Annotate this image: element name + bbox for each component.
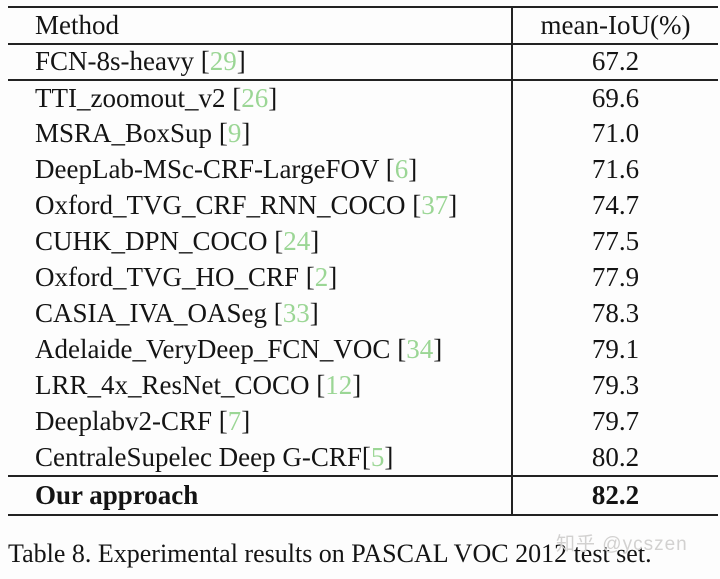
citation-ref: 7 [227,406,242,437]
citation-ref: 29 [209,46,237,77]
citation-ref: 33 [282,298,310,329]
table-row: Adelaide_VeryDeep_FCN_VOC [34] 79.1 [8,332,718,368]
table-row: LRR_4x_ResNet_COCO [12] 79.3 [8,368,718,404]
method-cell: FCN-8s-heavy [29] [8,44,513,80]
mean-iou-cell: 69.6 [591,82,640,113]
method-cell: LRR_4x_ResNet_COCO [12] [8,368,513,404]
watermark: 知乎 @ycszen [556,534,688,555]
mean-iou-cell: 79.7 [591,406,640,437]
mean-iou-cell: 74.7 [591,190,640,221]
table-row: DeepLab-MSc-CRF-LargeFOV [6] 71.6 [8,152,718,188]
citation-ref: 12 [325,370,353,401]
citation-ref: 26 [241,82,269,113]
method-cell: MSRA_BoxSup [9] [8,116,513,152]
table-body: FCN-8s-heavy [29] 67.2 TTI_zoomout_v2 [26]… [8,44,718,515]
method-cell: CentraleSupelec Deep G-CRF[5] [8,440,513,476]
mean-iou-cell: 77.9 [591,262,640,293]
method-cell: TTI_zoomout_v2 [26] [8,80,513,116]
citation-ref: 24 [283,226,311,257]
mean-iou-cell: 79.1 [591,334,640,365]
table-row: CentraleSupelec Deep G-CRF[5] 80.2 [8,440,718,476]
table-row: FCN-8s-heavy [29] 67.2 [8,44,718,80]
method-cell: CASIA_IVA_OASeg [33] [8,296,513,332]
table-row: Our approach 82.2 [8,476,718,515]
citation-ref: 9 [227,118,242,149]
method-cell: CUHK_DPN_COCO [24] [8,224,513,260]
method-cell: Oxford_TVG_CRF_RNN_COCO [37] [8,188,513,224]
table-row: Oxford_TVG_CRF_RNN_COCO [37] 74.7 [8,188,718,224]
mean-iou-cell: 78.3 [591,298,640,329]
mean-iou-cell: 79.3 [591,370,640,401]
table-row: Oxford_TVG_HO_CRF [2] 77.9 [8,260,718,296]
mean-iou-cell: 67.2 [591,46,640,77]
mean-iou-cell: 71.0 [591,118,640,149]
results-table: Method mean-IoU(%) FCN-8s-heavy [29] 67.2… [8,6,718,516]
citation-ref: 5 [370,441,385,472]
table-header: Method mean-IoU(%) [8,7,718,44]
table-row: MSRA_BoxSup [9] 71.0 [8,116,718,152]
mean-iou-column-header: mean-IoU(%) [540,9,691,40]
citation-ref: 6 [394,154,409,185]
method-cell: Oxford_TVG_HO_CRF [2] [8,260,513,296]
table-caption: Table 8. Experimental results on PASCAL … [8,539,652,568]
method-cell: DeepLab-MSc-CRF-LargeFOV [6] [8,152,513,188]
mean-iou-cell: 80.2 [591,441,640,472]
method-cell: Adelaide_VeryDeep_FCN_VOC [34] [8,332,513,368]
table-row: CASIA_IVA_OASeg [33] 78.3 [8,296,718,332]
mean-iou-cell: 77.5 [591,226,640,257]
table-row: TTI_zoomout_v2 [26] 69.6 [8,80,718,116]
citation-ref: 2 [314,262,329,293]
header-row: Method mean-IoU(%) [8,7,718,44]
citation-ref: 37 [421,190,449,221]
method-column-header: Method [8,7,513,44]
method-cell: Our approach [8,476,513,515]
mean-iou-cell: 82.2 [591,479,640,510]
citation-ref: 34 [406,334,434,365]
table-row: Deeplabv2-CRF [7] 79.7 [8,404,718,440]
table-row: CUHK_DPN_COCO [24] 77.5 [8,224,718,260]
method-cell: Deeplabv2-CRF [7] [8,404,513,440]
mean-iou-cell: 71.6 [591,154,640,185]
